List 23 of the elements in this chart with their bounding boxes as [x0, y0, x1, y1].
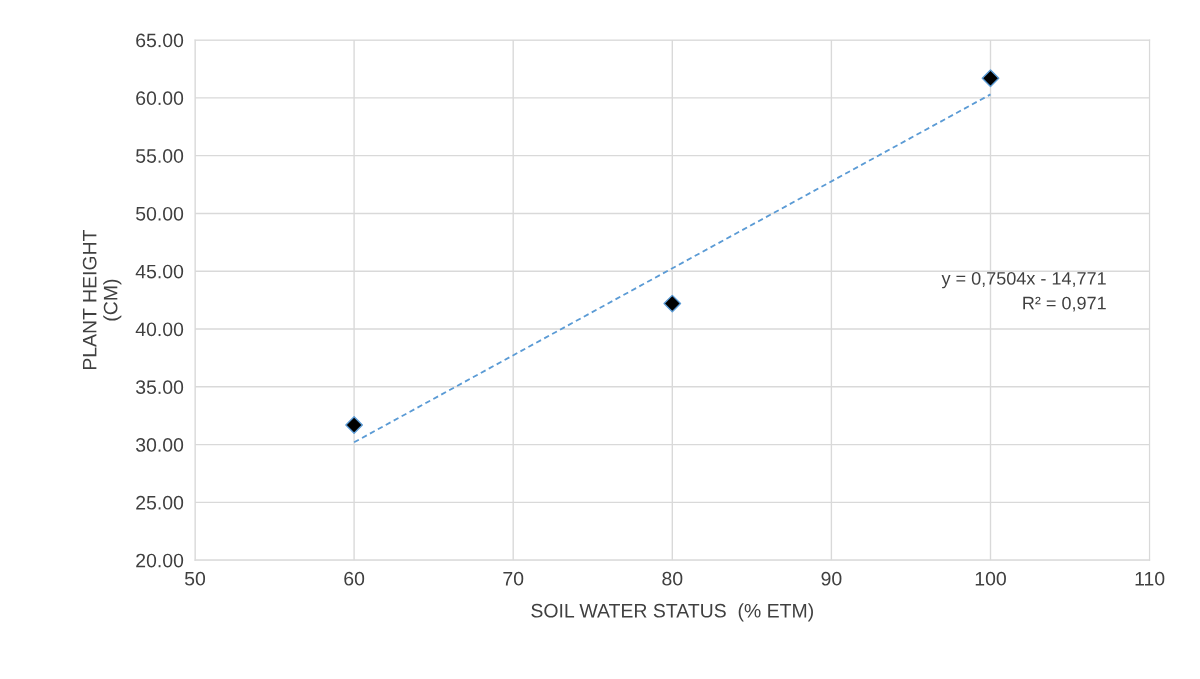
x-tick-label: 100 — [975, 571, 1006, 586]
y-tick-label: 55.00 — [136, 149, 184, 163]
point — [345, 416, 364, 434]
x-tick-label: 70 — [503, 571, 524, 586]
x-tick-label: 80 — [662, 571, 683, 586]
point — [663, 294, 682, 313]
x-tick-label: 90 — [821, 571, 842, 586]
x-tick-label: 50 — [184, 571, 206, 586]
y-tick-label: 60.00 — [136, 91, 184, 106]
annotation: y = 0,7504x - 14,771 R² = 0,971 — [941, 271, 1106, 312]
x-axis-title: SOIL WATER STATUS (% ETM) — [531, 603, 813, 622]
x-tick-label: 60 — [344, 571, 365, 586]
y-tick-label: 25.00 — [136, 495, 184, 510]
y-tick-label: 30.00 — [135, 438, 184, 452]
y-tick-label: 50.00 — [136, 206, 184, 221]
y-tick-label: 65.00 — [136, 33, 184, 48]
y-tick-label: 20.00 — [136, 553, 184, 568]
y-tick-label: 35.00 — [135, 380, 184, 395]
y-axis-title: PLANT HEIGHT (CM) — [82, 229, 122, 370]
y-tick-label: 40.00 — [135, 322, 184, 337]
x-tick-label: 110 — [1135, 571, 1165, 586]
y-tick-label: 45.00 — [135, 264, 184, 279]
point — [981, 69, 1000, 88]
